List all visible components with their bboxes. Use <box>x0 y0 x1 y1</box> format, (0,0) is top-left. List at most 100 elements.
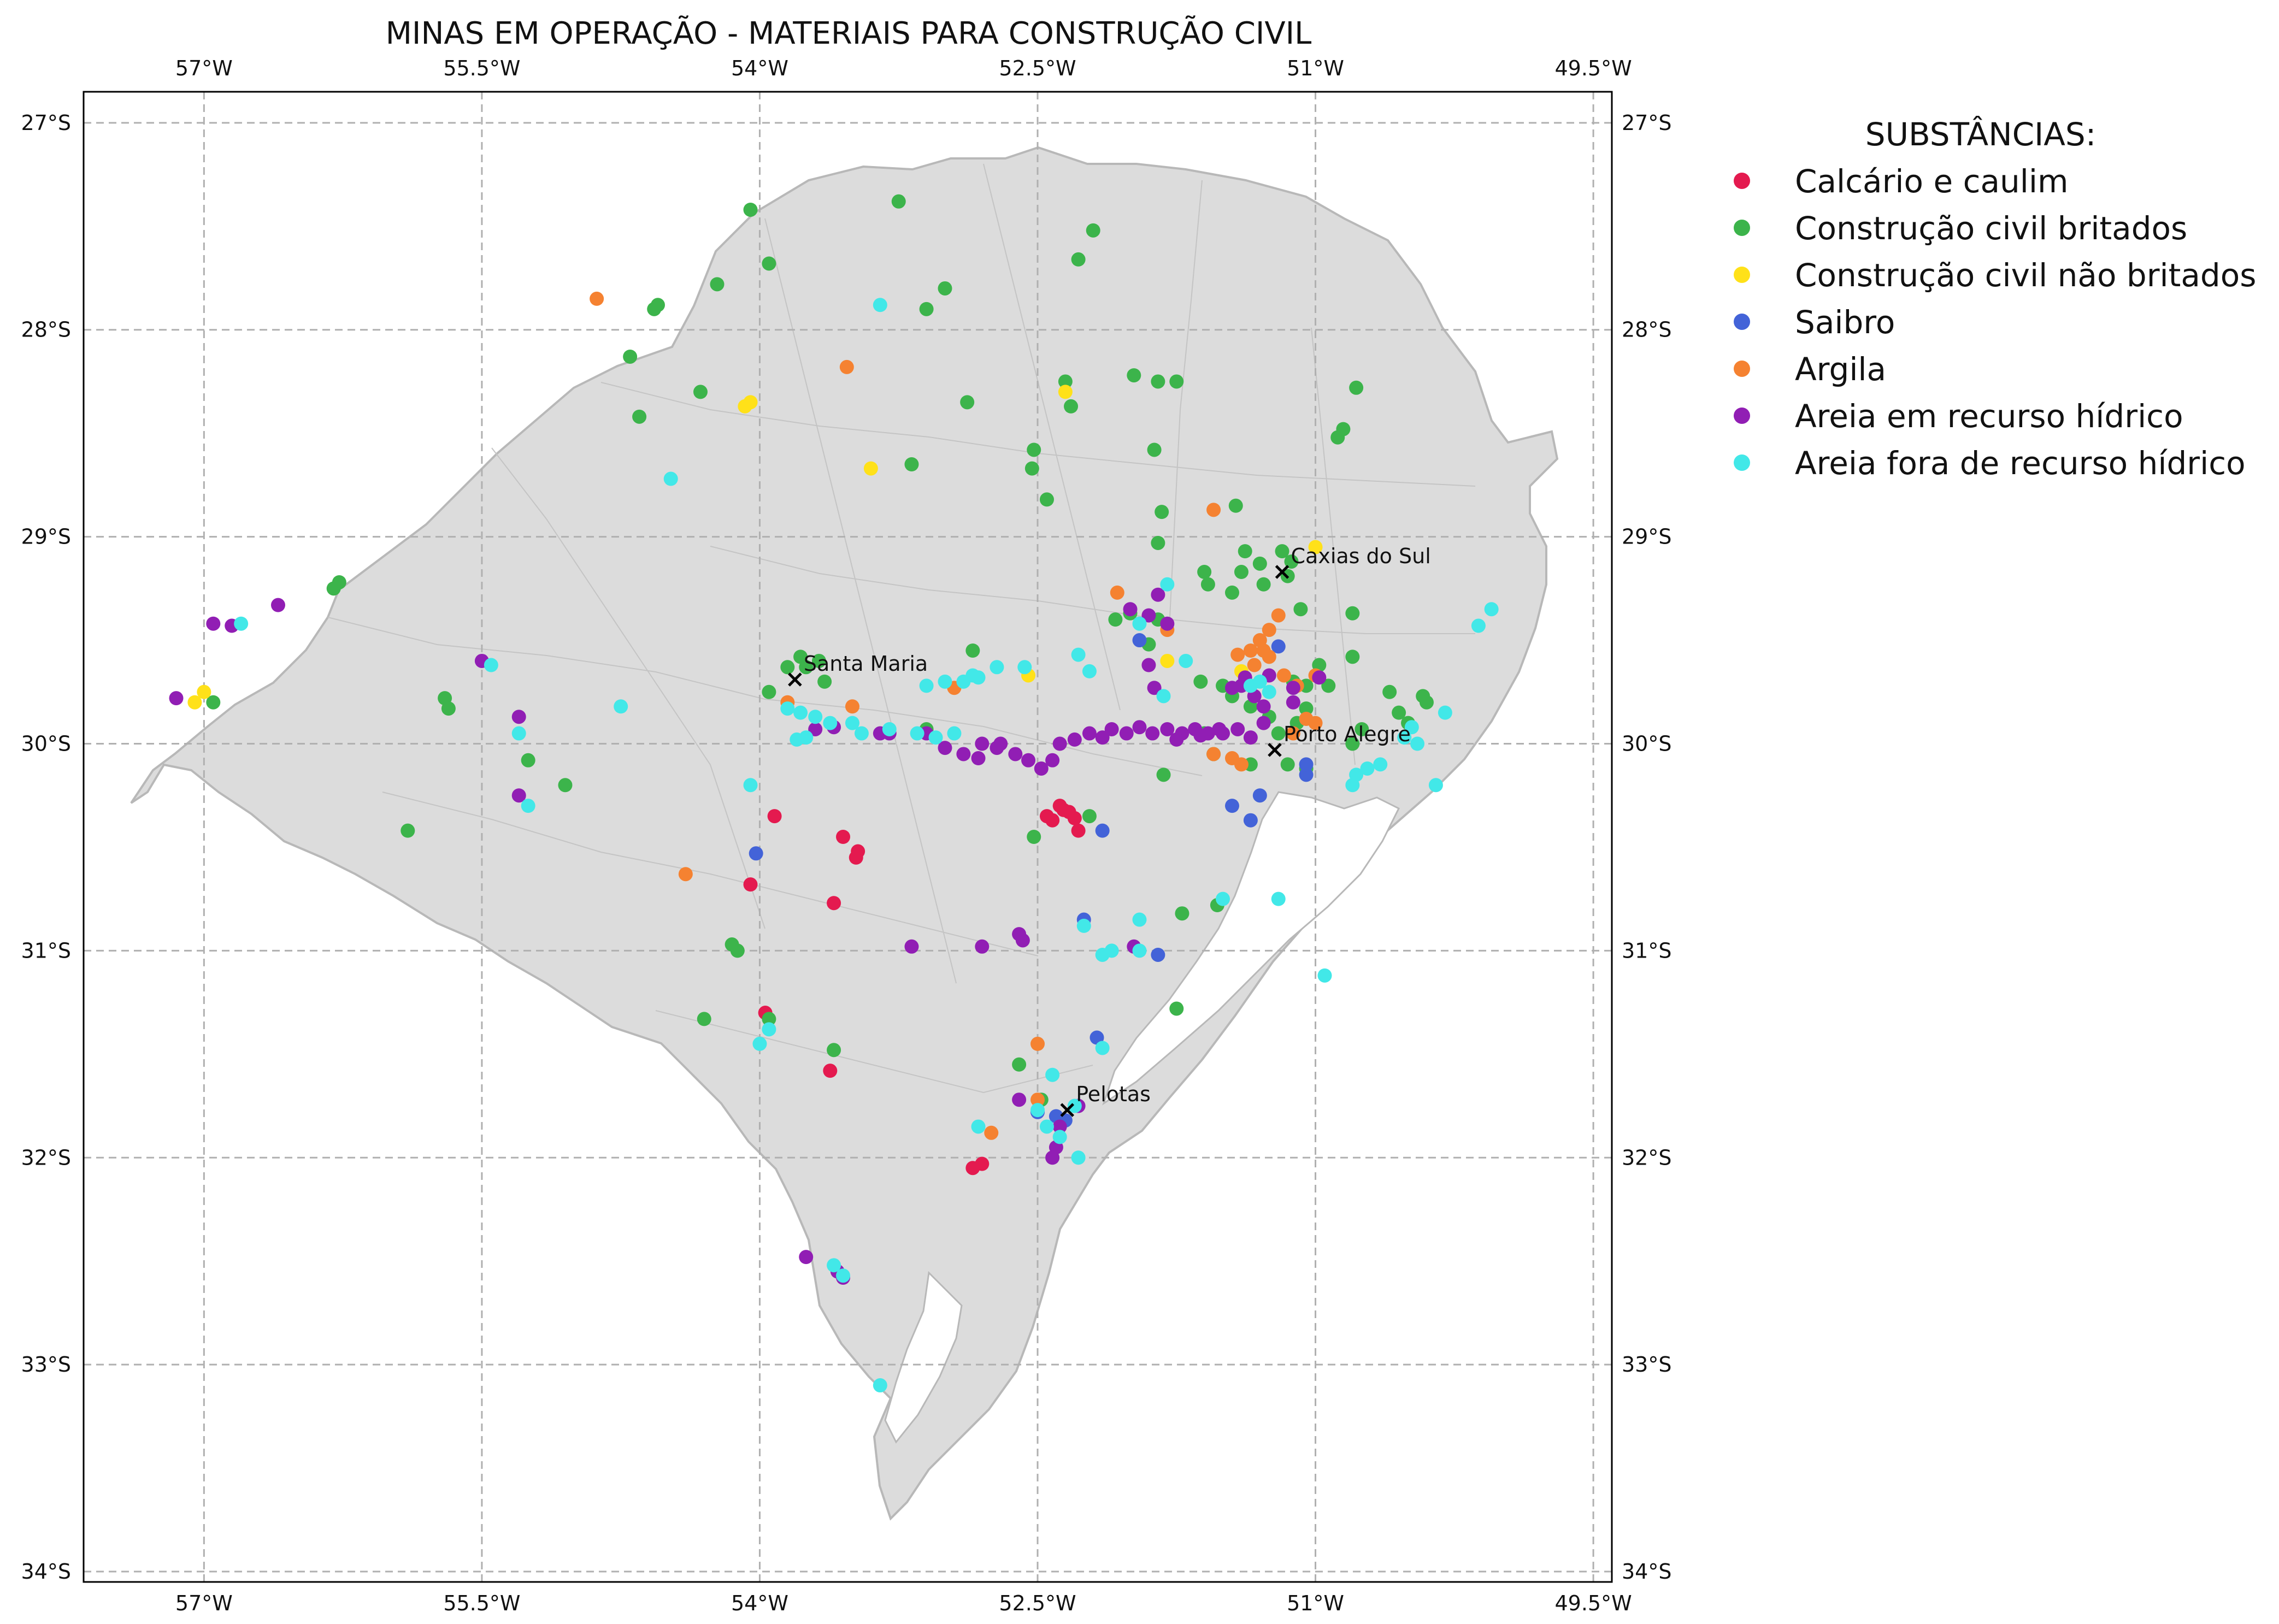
mine-point <box>1155 505 1169 519</box>
mine-point <box>1132 616 1147 631</box>
tick-label-lat-left: 33°S <box>21 1353 71 1377</box>
mine-point <box>1147 442 1162 457</box>
mine-point <box>1082 664 1097 678</box>
mine-point <box>1284 554 1299 569</box>
mine-point <box>1132 912 1147 927</box>
mine-point <box>793 705 808 720</box>
mine-point <box>1308 540 1323 554</box>
mine-point <box>762 1012 776 1026</box>
mine-point <box>187 695 202 710</box>
mine-point <box>1067 811 1082 825</box>
mine-point <box>1082 809 1097 824</box>
mine-point <box>1141 608 1156 623</box>
mine-point <box>1160 616 1175 631</box>
mine-point <box>965 643 980 658</box>
tick-label-lon-top: 54°W <box>731 56 788 80</box>
mine-point <box>1197 565 1212 580</box>
mine-point <box>1230 722 1245 736</box>
mine-point <box>1256 699 1271 714</box>
legend-label: Argila <box>1795 351 1886 388</box>
mine-point <box>854 726 869 741</box>
tick-label-lon-bottom: 52.5°W <box>999 1591 1076 1615</box>
mine-point <box>1206 503 1221 517</box>
mine-point <box>845 699 859 714</box>
mine-point <box>1224 681 1239 695</box>
tick-label-lat-left: 34°S <box>21 1560 71 1584</box>
mine-point <box>558 778 573 793</box>
tick-label-lon-bottom: 49.5°W <box>1555 1591 1632 1615</box>
lagoa-dos-patos <box>1102 791 1400 1106</box>
axis-ticks: 57°W 57°W 55.5°W 55.5°W 54°W 54°W 52.5°W 52.5°W… <box>21 56 1672 1615</box>
legend-swatch <box>1734 267 1750 283</box>
mine-point <box>1193 728 1208 743</box>
mine-point <box>1141 658 1156 672</box>
mine-point <box>1243 678 1258 693</box>
mine-point <box>743 202 758 217</box>
mine-point <box>1247 658 1262 672</box>
mine-point <box>780 701 795 716</box>
mine-point <box>1345 606 1360 621</box>
mine-point <box>1471 618 1486 633</box>
mine-point <box>270 598 285 612</box>
mine-point <box>827 896 841 911</box>
mine-point <box>965 668 980 683</box>
mine-point <box>484 658 498 672</box>
municipal-borders <box>327 163 1476 1094</box>
mine-point <box>1256 643 1271 658</box>
mine-point <box>971 751 986 766</box>
mine-point <box>1243 643 1258 658</box>
mine-point <box>938 741 952 755</box>
mine-point <box>1397 730 1412 745</box>
mine-point <box>836 830 851 844</box>
mine-point <box>1216 891 1230 906</box>
mine-point <box>1419 695 1434 710</box>
mine-point <box>1330 430 1345 445</box>
tick-label-lon-bottom: 57°W <box>175 1591 233 1615</box>
city-marker: Santa Maria <box>788 652 928 687</box>
mine-point <box>1151 374 1165 389</box>
mine-point <box>975 736 990 751</box>
tick-label-lon-top: 55.5°W <box>443 56 520 80</box>
mine-point <box>693 385 708 399</box>
tick-label-lat-left: 30°S <box>21 732 71 756</box>
mine-point <box>799 1250 814 1265</box>
mine-point <box>1169 1001 1184 1016</box>
mine-point <box>1027 830 1041 844</box>
mine-point <box>1012 927 1027 942</box>
mine-point <box>993 736 1008 751</box>
tick-label-lat-right: 28°S <box>1622 318 1671 342</box>
mine-point <box>762 684 776 699</box>
mine-point <box>169 691 184 706</box>
legend-label: Construção civil não britados <box>1795 257 2256 294</box>
mine-point <box>1271 891 1286 906</box>
mine-point <box>767 809 782 824</box>
mine-point <box>762 256 776 271</box>
mine-point <box>845 716 859 730</box>
mine-point <box>1271 726 1286 741</box>
tick-label-lat-right: 29°S <box>1622 525 1671 549</box>
tick-label-lat-right: 33°S <box>1622 1353 1671 1377</box>
mine-point <box>1438 705 1452 720</box>
mine-point <box>1169 374 1184 389</box>
mine-point <box>521 753 535 767</box>
mine-point <box>1095 823 1110 838</box>
mine-point <box>1193 674 1208 689</box>
mine-point <box>799 660 814 675</box>
mine-point <box>904 939 919 954</box>
mine-point <box>1230 647 1245 662</box>
mine-point <box>827 1043 841 1058</box>
legend-item-calcario: Calcário e caulim <box>1734 163 2069 200</box>
mine-point <box>1382 684 1397 699</box>
mine-point <box>206 695 221 710</box>
mine-point <box>1256 716 1271 730</box>
mine-point <box>1076 918 1091 933</box>
legend-item-areia_fora: Areia fora de recurso hídrico <box>1734 445 2246 482</box>
mine-point <box>1008 747 1023 761</box>
mine-point <box>1012 1057 1027 1072</box>
gridlines <box>84 92 1612 1582</box>
mine-point <box>1345 649 1360 664</box>
legend-item-areia_hidrico: Areia em recurso hídrico <box>1734 398 2183 435</box>
mine-point <box>762 1022 776 1037</box>
mine-point <box>511 710 526 724</box>
mine-point <box>1067 732 1082 747</box>
